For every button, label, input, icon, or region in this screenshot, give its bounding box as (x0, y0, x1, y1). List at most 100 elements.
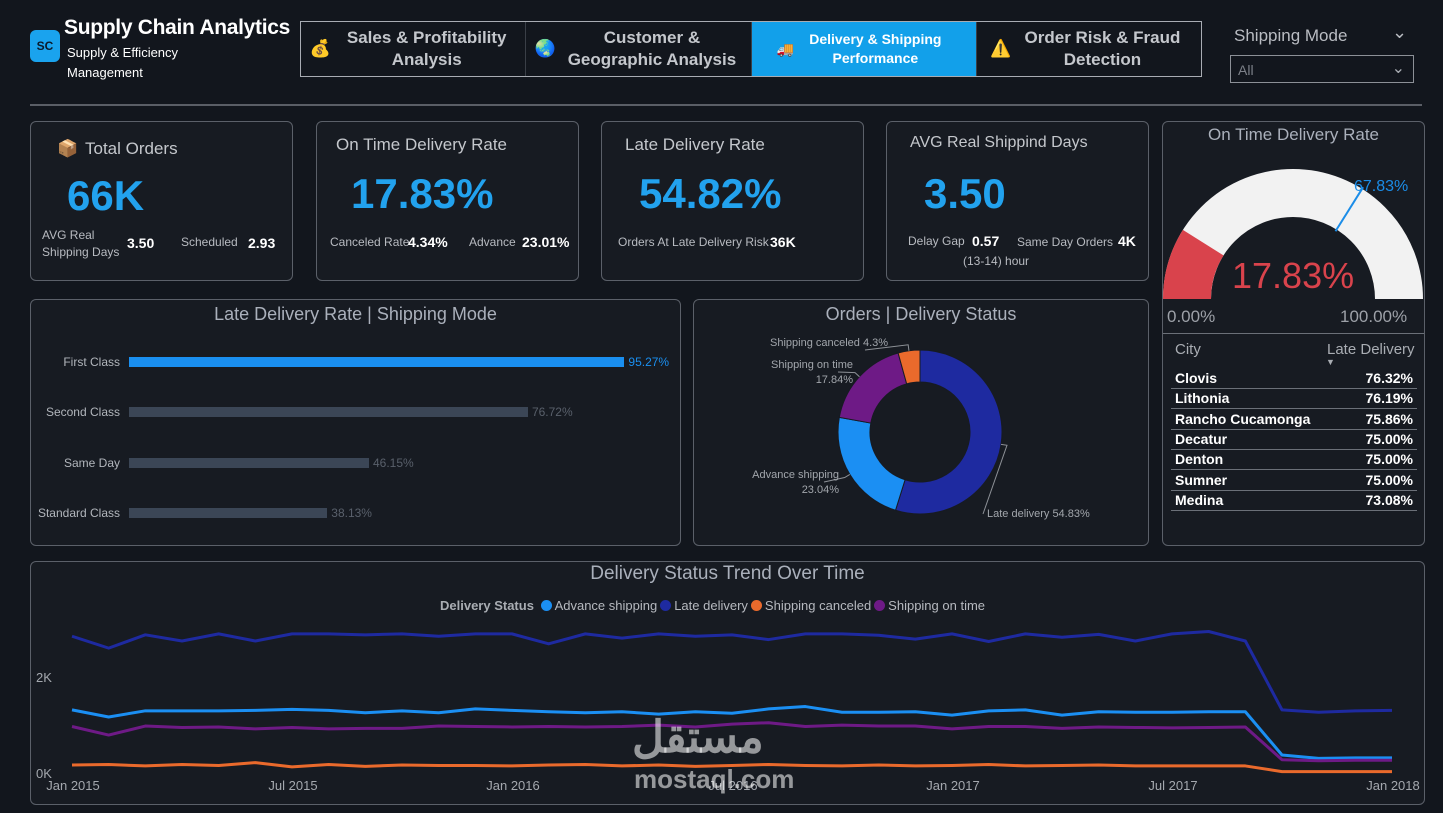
legend-item[interactable]: Shipping on time (888, 598, 986, 613)
chart-title: Orders | Delivery Status (825, 304, 1017, 324)
chart-title: Late Delivery Rate | Shipping Mode (214, 304, 497, 324)
kpi-label: Same Day Orders (1017, 235, 1114, 249)
panel-divider (1163, 333, 1424, 334)
legend-marker (540, 600, 552, 611)
x-tick-label: Jul 2017 (1148, 778, 1198, 793)
money-bag-icon: 💰 (309, 39, 331, 58)
globe-icon: 🌏 (534, 39, 556, 58)
kpi-metric-value: 36K (770, 234, 796, 250)
series-line[interactable] (71, 761, 1392, 774)
bar (129, 357, 625, 367)
gauge-target-marker (1334, 186, 1364, 232)
bar-category-label: Standard Class (37, 505, 120, 520)
donut-slice-label: Shipping on time 17.84% (743, 358, 853, 388)
bar-category-label: Second Class (45, 405, 120, 420)
page-navigation: 💰 Sales & Profitability Analysis 🌏 Custome… (300, 21, 1202, 77)
kpi-total-orders: 📦 Total Orders 66K AVG Real Shipping Day… (30, 121, 293, 281)
slice-value: 4.3% (862, 337, 889, 349)
app-subtitle: Supply & Efficiency Management (67, 45, 179, 80)
app-logo: SC (30, 30, 60, 62)
y-tick-label: 0K (36, 766, 52, 781)
kpi-metric-value: 0.57 (972, 233, 1000, 249)
kpi-value: 17.83% (351, 170, 494, 217)
kpi-label: Delay Gap (908, 234, 965, 248)
legend-marker (660, 600, 672, 611)
bar-value-label: 38.13% (331, 505, 372, 520)
kpi-label: Scheduled (181, 235, 238, 249)
slice-value: 23.04% (801, 484, 839, 496)
gauge-value-label: 17.83% (1232, 255, 1355, 296)
leader-line (837, 371, 860, 378)
late-delivery-value: 73.08% (1365, 491, 1413, 508)
chevron-down-icon[interactable]: ⌄ (1392, 22, 1408, 42)
series-line[interactable] (71, 705, 1392, 760)
bar-value-label: 46.15% (372, 455, 414, 470)
kpi-label: Orders At Late Delivery Risk (618, 235, 769, 249)
shipping-mode-filter-label: Shipping Mode (1234, 26, 1348, 45)
app-title: Supply Chain Analytics (64, 16, 290, 39)
x-tick-label: Jan 2015 (46, 778, 100, 793)
legend-title: Delivery Status (440, 598, 534, 613)
x-tick-label: Jan 2016 (486, 778, 540, 793)
gauge-max-label: 100.00% (1340, 307, 1408, 326)
series-line[interactable] (71, 721, 1392, 763)
kpi-title: Total Orders (85, 139, 178, 158)
x-tick-label: Jul 2016 (708, 778, 758, 793)
table-row[interactable]: Medina 73.08% (1171, 490, 1417, 511)
column-header-late-delivery[interactable]: Late Delivery (1327, 341, 1415, 358)
kpi-title: AVG Real Shippind Days (910, 134, 1088, 151)
legend-marker (750, 600, 762, 611)
legend-item[interactable]: Advance shipping (554, 598, 658, 613)
table-row[interactable]: Rancho Cucamonga 75.86% (1171, 409, 1417, 430)
on-time-gauge (1163, 169, 1423, 300)
late-delivery-value: 76.32% (1365, 370, 1413, 386)
series-line[interactable] (71, 630, 1393, 714)
chevron-down-icon: ⌄ (1391, 60, 1405, 77)
column-header-city[interactable]: City (1175, 341, 1201, 358)
table-row[interactable]: Denton 75.00% (1171, 449, 1417, 471)
tab-sales-profitability[interactable]: 💰 Sales & Profitability Analysis (301, 22, 527, 76)
table-row[interactable]: Clovis 76.32% (1171, 368, 1417, 389)
donut-slice-label: Late delivery 54.83% (987, 507, 1090, 522)
bar (129, 507, 328, 518)
gauge-min-label: 0.00% (1167, 307, 1216, 326)
city-name: Medina (1175, 491, 1224, 508)
city-name: Lithonia (1175, 390, 1230, 407)
kpi-label: Canceled Rate (330, 235, 410, 249)
kpi-title: Late Delivery Rate (625, 135, 765, 154)
table-row[interactable]: Decatur 75.00% (1171, 429, 1417, 450)
bar-category-label: Same Day (63, 455, 120, 470)
legend-item[interactable]: Late delivery (674, 598, 748, 613)
donut-slice[interactable] (897, 349, 921, 385)
tab-order-risk-fraud[interactable]: ⚠️ Order Risk & Fraud Detection (977, 22, 1201, 76)
tab-delivery-shipping[interactable]: 🚚 Delivery & Shipping Performance (751, 22, 977, 76)
shipping-mode-dropdown[interactable]: All ⌄ (1230, 55, 1414, 83)
leader-line (823, 474, 851, 483)
bar (129, 407, 528, 418)
gauge-fill (1163, 229, 1224, 300)
kpi-on-time-delivery: On Time Delivery Rate 17.83% Canceled Ra… (316, 121, 579, 281)
kpi-label: AVG Real Shipping Days (42, 228, 120, 259)
table-row[interactable]: Sumner 75.00% (1171, 470, 1417, 491)
slice-name: Shipping canceled (770, 337, 860, 349)
kpi-metric-value: 3.50 (127, 235, 155, 251)
city-name: Denton (1175, 451, 1224, 468)
sort-descending-icon[interactable]: ▼ (1326, 357, 1335, 367)
kpi-value: 54.82% (639, 170, 782, 217)
y-tick-label: 2K (36, 670, 52, 685)
late-delivery-value: 75.00% (1365, 451, 1413, 468)
table-row[interactable]: Lithonia 76.19% (1171, 388, 1417, 410)
city-name: Rancho Cucamonga (1175, 410, 1311, 427)
slice-value: 54.83% (1052, 508, 1090, 520)
x-tick-label: Jan 2017 (926, 778, 980, 793)
donut-slice[interactable] (837, 416, 906, 511)
legend-item[interactable]: Shipping canceled (764, 598, 872, 613)
x-tick-label: Jul 2015 (268, 778, 318, 793)
tab-customer-geographic[interactable]: 🌏 Customer & Geographic Analysis (526, 22, 752, 76)
leader-line (982, 443, 1008, 515)
kpi-metric-value: 23.01% (522, 234, 570, 250)
kpi-metric-value: 4.34% (408, 234, 448, 250)
donut-slice[interactable] (894, 349, 1003, 515)
kpi-label: Advance (469, 235, 516, 249)
kpi-sublabel: (13-14) hour (963, 254, 1030, 268)
